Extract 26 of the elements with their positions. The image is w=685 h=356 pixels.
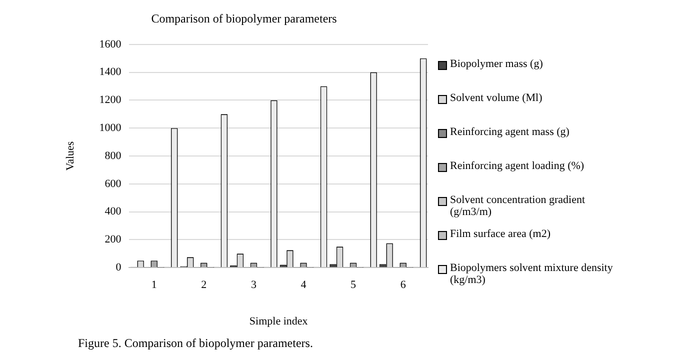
legend-label: Solvent volume (Ml) bbox=[450, 92, 542, 104]
y-tick-label: 200 bbox=[104, 234, 122, 246]
x-axis-title: Simple index bbox=[249, 315, 308, 328]
y-tick-label: 600 bbox=[104, 178, 122, 190]
y-tick-label: 1000 bbox=[99, 122, 122, 134]
x-tick-label: 4 bbox=[300, 279, 307, 292]
x-tick-label: 1 bbox=[151, 279, 157, 292]
legend-label: Film surface area (m2) bbox=[450, 228, 550, 240]
legend-label: Reinforcing agent loading (%) bbox=[450, 160, 584, 172]
x-tick-label: 5 bbox=[350, 279, 357, 292]
y-tick-label: 1600 bbox=[99, 38, 122, 50]
legend-label: Biopolymers solvent mixture density (kg/m3) bbox=[450, 262, 614, 286]
y-tick-label: 400 bbox=[104, 206, 122, 218]
x-tick-label: 3 bbox=[250, 279, 257, 292]
y-tick-label: 1400 bbox=[99, 66, 122, 78]
legend-label: Solvent concentration gradient (g/m3/m) bbox=[450, 194, 586, 218]
legend-label: Biopolymer mass (g) bbox=[450, 58, 543, 70]
x-tick-label: 2 bbox=[201, 279, 207, 292]
x-tick-label: 6 bbox=[400, 279, 406, 292]
y-tick-label: 1200 bbox=[99, 94, 122, 106]
y-tick-label: 800 bbox=[104, 150, 122, 162]
legend-label: Reinforcing agent mass (g) bbox=[450, 126, 570, 138]
y-tick-label: 0 bbox=[116, 261, 122, 274]
y-axis-title: Values bbox=[64, 141, 76, 171]
chart-title: Comparison of biopolymer parameters bbox=[151, 11, 338, 26]
caption: Figure 5. Comparison of biopolymer parameters. bbox=[78, 336, 313, 351]
